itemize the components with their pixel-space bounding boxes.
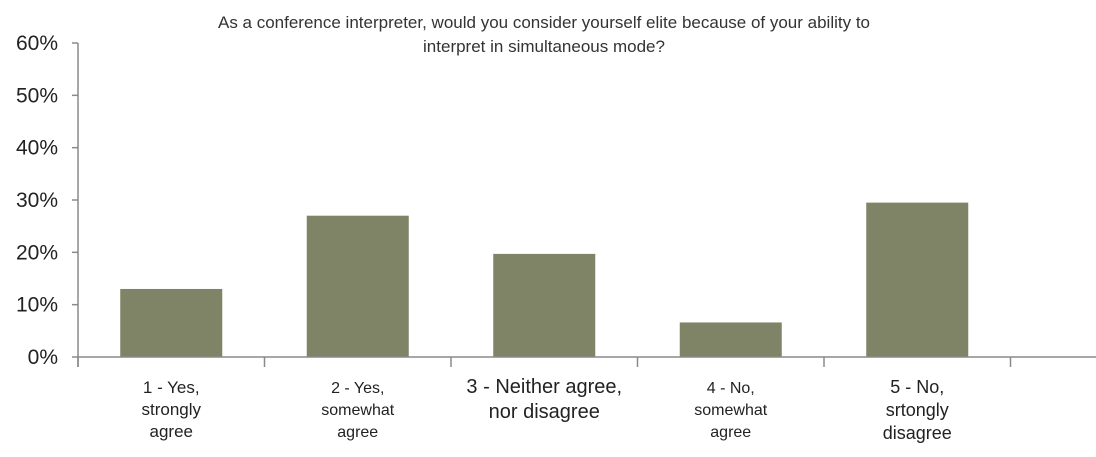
bar <box>866 202 969 357</box>
x-axis: 1 - Yes, strongly agree 2 - Yes, somewhat agr… <box>77 356 1096 443</box>
x-category-label: 1 - Yes, strongly agree <box>141 378 201 441</box>
x-category-label: 4 - No, somewhat agree <box>694 380 767 441</box>
y-axis: 0% 10% 20% 30% 40% 50% 60% <box>16 32 79 369</box>
y-tick-label: 30% <box>16 189 58 212</box>
bar <box>493 253 596 357</box>
chart-title-line-1: As a conference interpreter, would you c… <box>218 13 870 32</box>
bar <box>120 288 223 357</box>
y-tick-label: 40% <box>16 137 58 160</box>
chart-title: As a conference interpreter, would you c… <box>218 13 870 56</box>
y-tick-label: 10% <box>16 294 58 317</box>
x-category-label: 2 - Yes, somewhat agree <box>321 380 394 441</box>
chart-title-line-2: interpret in simultaneous mode? <box>423 37 665 56</box>
y-tick-label: 0% <box>28 346 58 369</box>
y-tick-label: 50% <box>16 84 58 107</box>
bar <box>306 215 409 357</box>
y-tick-label: 60% <box>16 32 58 55</box>
x-category-label: 3 - Neither agree, nor disagree <box>466 376 622 423</box>
bars-group <box>120 202 969 357</box>
bar <box>679 322 782 357</box>
y-tick-label: 20% <box>16 241 58 264</box>
x-category-label: 5 - No, srtongly disagree <box>883 377 952 443</box>
